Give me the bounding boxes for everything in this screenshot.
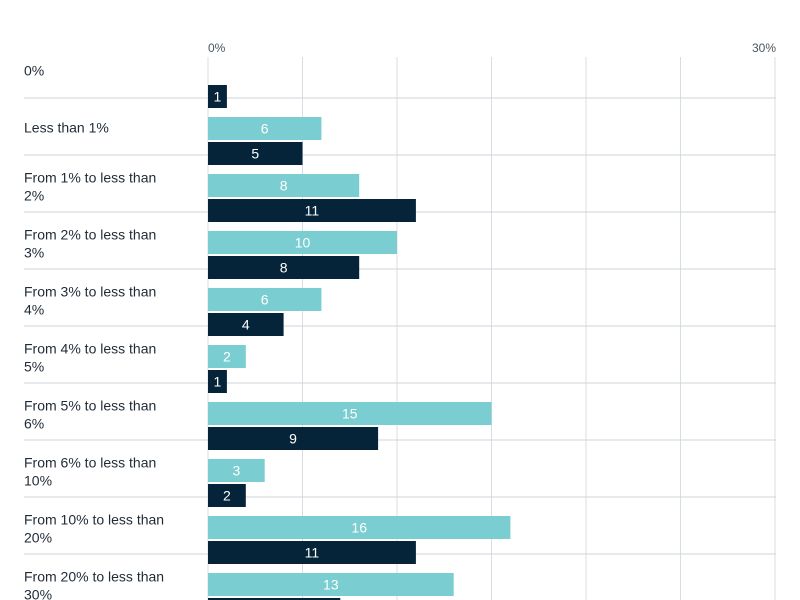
category-label: From 4% to less than 5%: [24, 341, 156, 375]
bar-value-label: 2: [223, 349, 231, 365]
category-label: From 2% to less than 3%: [24, 227, 156, 261]
category-label: 0%: [24, 63, 44, 79]
bar-series-2: [208, 313, 284, 336]
bar-value-label: 6: [261, 121, 269, 137]
row-separators: [24, 97, 776, 555]
bars: 1658111086421159321611137: [208, 85, 511, 600]
category-labels: 0% Less than 1% From 1% to less than 2% From…: [24, 63, 164, 600]
bar-series-1: [208, 117, 322, 140]
x-tick-label: 0%: [208, 41, 226, 55]
bar-series-1: [208, 288, 322, 311]
bar-series-1: [208, 516, 511, 539]
bar-series-2: [208, 541, 416, 564]
bar-value-label: 8: [280, 178, 288, 194]
bar-value-label: 16: [351, 520, 367, 536]
bar-series-2: [208, 370, 227, 393]
bar-series-2: [208, 427, 379, 450]
category-label: Less than 1%: [24, 120, 109, 136]
bar-value-label: 9: [289, 431, 297, 447]
bar-series-2: [208, 199, 416, 222]
category-label: From 1% to less than 2%: [24, 170, 156, 204]
bar-value-label: 10: [295, 235, 311, 251]
category-label: From 10% to less than 20%: [24, 512, 164, 546]
bar-value-label: 13: [323, 577, 339, 593]
bar-value-label: 5: [251, 146, 259, 162]
category-label: From 3% to less than 4%: [24, 284, 156, 318]
category-label: From 5% to less than 6%: [24, 398, 156, 432]
bar-series-2: [208, 85, 227, 108]
bar-value-label: 3: [232, 463, 240, 479]
bar-value-label: 1: [214, 89, 222, 105]
bar-series-1: [208, 174, 360, 197]
bar-series-2: [208, 256, 360, 279]
bar-value-label: 11: [305, 203, 320, 219]
bar-value-label: 6: [261, 292, 269, 308]
bar-value-label: 4: [242, 317, 250, 333]
category-label: From 20% to less than 30%: [24, 569, 164, 600]
bar-series-1: [208, 402, 492, 425]
bar-value-label: 15: [342, 406, 358, 422]
bar-value-label: 2: [223, 488, 231, 504]
bar-series-1: [208, 573, 454, 596]
bar-series-2: [208, 142, 303, 165]
bar-series-1: [208, 231, 397, 254]
bar-series-2: [208, 484, 246, 507]
bar-series-1: [208, 345, 246, 368]
x-tick-label: 30%: [752, 41, 776, 55]
category-label: From 6% to less than 10%: [24, 455, 156, 489]
bar-value-label: 1: [214, 374, 222, 390]
bar-value-label: 11: [305, 545, 320, 561]
bar-series-2: [208, 598, 341, 600]
x-axis-ticks: 0% 30%: [208, 41, 776, 55]
bar-value-label: 8: [280, 260, 288, 276]
bar-series-1: [208, 459, 265, 482]
